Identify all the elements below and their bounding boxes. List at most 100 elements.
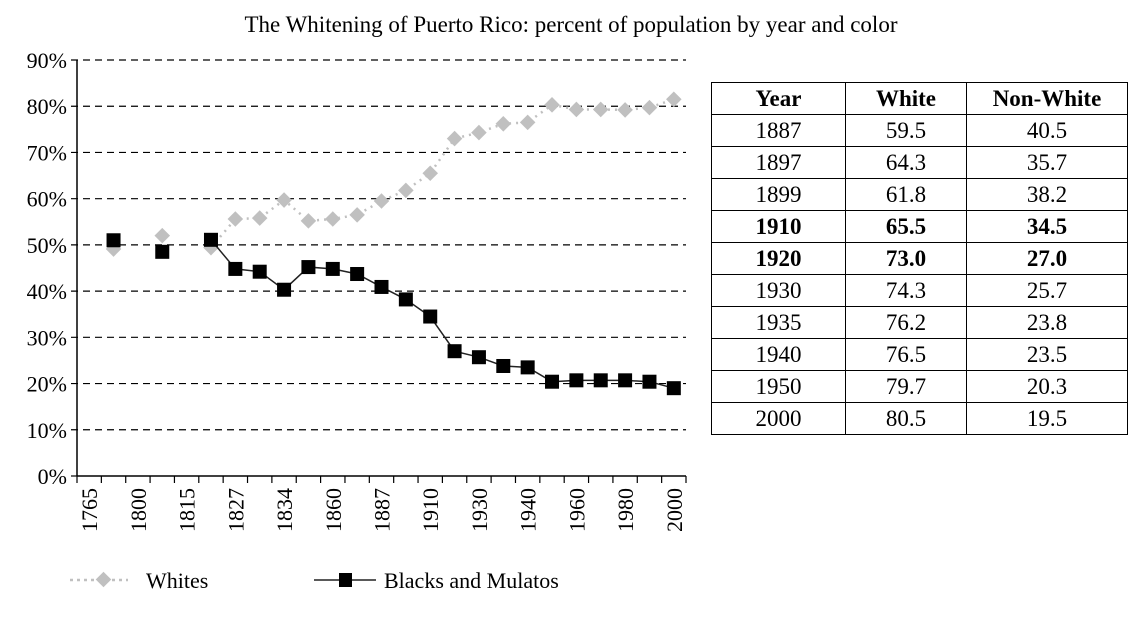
- series-line: [210, 239, 675, 389]
- data-point-diamond: [544, 97, 560, 113]
- data-point-square: [520, 360, 535, 375]
- y-tick-label: 90%: [27, 48, 67, 73]
- x-tick-label: 1834: [272, 488, 297, 532]
- table-row: 1897 64.3 35.7: [711, 146, 1128, 179]
- table-cell-year: 1887: [711, 114, 846, 147]
- x-tick-label: 1860: [321, 488, 346, 532]
- data-table: Year White Non-White 1887 59.5 40.5 1897 64.…: [711, 82, 1128, 435]
- table-cell-non-white: 23.8: [966, 306, 1128, 339]
- table-row: 1930 74.3 25.7: [711, 274, 1128, 307]
- data-point-square: [471, 350, 486, 365]
- table-cell-white: 76.2: [845, 306, 967, 339]
- table-row: 1935 76.2 23.8: [711, 306, 1128, 339]
- data-point-diamond: [227, 211, 244, 227]
- x-tick-label: 2000: [662, 488, 687, 532]
- legend-blacks-square-icon: [339, 573, 352, 587]
- data-point-diamond: [617, 102, 633, 118]
- data-point-square: [398, 292, 413, 307]
- table-cell-year: 1940: [711, 338, 846, 371]
- table-row: 1887 59.5 40.5: [711, 114, 1128, 147]
- data-point-square: [252, 264, 267, 279]
- data-point-diamond: [471, 124, 487, 141]
- data-point-square: [666, 381, 681, 396]
- data-point-square: [423, 309, 438, 324]
- data-point-square: [593, 373, 608, 388]
- table-header-year: Year: [711, 82, 846, 115]
- data-point-square: [228, 261, 243, 276]
- x-tick-label: 1827: [223, 488, 248, 532]
- data-point-square: [447, 344, 462, 359]
- data-point-square: [545, 374, 560, 389]
- table-cell-non-white: 20.3: [966, 370, 1128, 403]
- table-cell-non-white: 38.2: [966, 178, 1128, 211]
- legend-whites-diamond-icon: [95, 571, 112, 588]
- table-row: 2000 80.5 19.5: [711, 402, 1128, 435]
- table-cell-white: 59.5: [845, 114, 967, 147]
- y-tick-label: 40%: [27, 279, 67, 304]
- data-point-square: [374, 279, 389, 294]
- table-cell-non-white: 23.5: [966, 338, 1128, 371]
- legend-item-whites: Whites: [70, 568, 208, 593]
- x-tick-label: 1980: [613, 488, 638, 532]
- data-point-square: [155, 244, 170, 259]
- data-point-diamond: [154, 227, 171, 244]
- legend: Whites Blacks and Mulatos: [70, 568, 559, 593]
- table-cell-white: 79.7: [845, 370, 967, 403]
- table-cell-non-white: 40.5: [966, 114, 1128, 147]
- data-point-diamond: [666, 91, 682, 108]
- table-row: 1920 73.0 27.0: [711, 242, 1128, 275]
- x-tick-label: 1800: [126, 488, 151, 532]
- legend-blacks-label: Blacks and Mulatos: [384, 568, 559, 593]
- x-tick-label: 1815: [175, 488, 200, 532]
- table-cell-year: 1950: [711, 370, 846, 403]
- y-tick-label: 70%: [27, 140, 67, 165]
- table-row: 1899 61.8 38.2: [711, 178, 1128, 211]
- legend-item-blacks-and-mulatos: Blacks and Mulatos: [314, 568, 559, 593]
- data-point-square: [496, 358, 511, 373]
- data-point-diamond: [519, 114, 536, 131]
- table-cell-year: 1935: [711, 306, 846, 339]
- data-point-diamond: [641, 99, 658, 116]
- table-row: 1940 76.5 23.5: [711, 338, 1128, 371]
- data-point-square: [642, 374, 657, 389]
- table-cell-year: 1920: [711, 242, 846, 275]
- y-tick-labels: 0% 10% 20% 30% 40% 50% 60% 70% 80% 90%: [27, 48, 67, 489]
- x-tick-label: 1940: [516, 488, 541, 532]
- data-point-square: [569, 373, 584, 388]
- chart-title: The Whitening of Puerto Rico: percent of…: [245, 12, 898, 37]
- series-whites: [105, 91, 682, 257]
- table-cell-year: 1910: [711, 210, 846, 243]
- table-header-non-white: Non-White: [966, 82, 1128, 115]
- table-cell-white: 76.5: [845, 338, 967, 371]
- data-point-diamond: [422, 165, 438, 182]
- table-row: 1950 79.7 20.3: [711, 370, 1128, 403]
- table-cell-year: 2000: [711, 402, 846, 435]
- data-point-square: [203, 232, 218, 247]
- series-blacks-and-mulatos: [106, 232, 681, 396]
- table-cell-non-white: 27.0: [966, 242, 1128, 275]
- data-point-diamond: [276, 192, 292, 208]
- y-tick-label: 60%: [27, 187, 67, 212]
- data-point-diamond: [325, 211, 341, 227]
- x-tick-label: 1765: [77, 488, 102, 532]
- table-row: 1910 65.5 34.5: [711, 210, 1128, 243]
- y-tick-label: 0%: [38, 464, 67, 489]
- y-tick-label: 80%: [27, 94, 67, 119]
- data-point-diamond: [300, 213, 317, 229]
- y-tick-label: 50%: [27, 233, 67, 258]
- data-point-diamond: [373, 193, 390, 209]
- series-line: [210, 98, 675, 249]
- table-cell-white: 80.5: [845, 402, 967, 435]
- series: [105, 91, 682, 396]
- data-point-diamond: [446, 130, 463, 147]
- table-cell-white: 64.3: [845, 146, 967, 179]
- data-point-square: [106, 233, 121, 248]
- x-tick-label: 1910: [418, 488, 443, 532]
- legend-whites-label: Whites: [146, 568, 208, 593]
- data-point-diamond: [349, 207, 365, 223]
- data-point-square: [618, 373, 633, 388]
- data-point-diamond: [251, 210, 268, 226]
- y-tick-label: 10%: [27, 418, 67, 443]
- gridlines: [71, 59, 686, 431]
- data-point-diamond: [568, 101, 585, 118]
